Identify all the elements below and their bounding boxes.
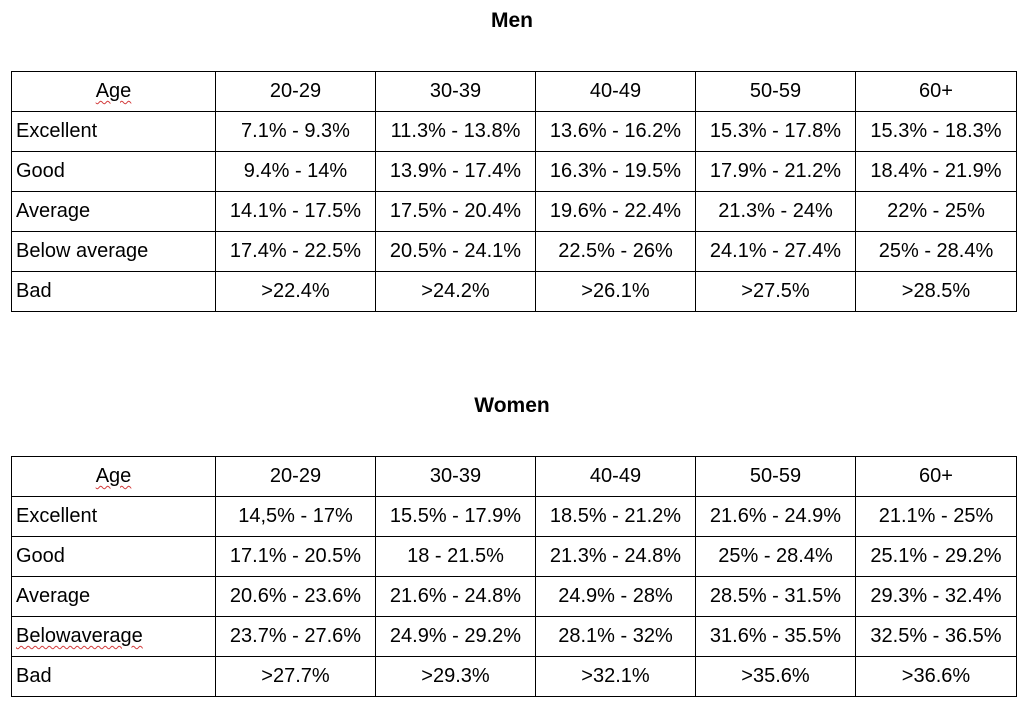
header-age-label: Age [95,80,132,102]
table-cell: 28.1% - 32% [535,616,696,657]
table-cell: >32.1% [535,656,696,697]
table-cell: >27.5% [695,271,856,312]
table-cell: >29.3% [375,656,536,697]
men-body-fat-table: Age 20-29 30-39 40-49 50-59 60+ Excellen… [11,71,1017,312]
table-cell: 22% - 25% [855,191,1017,232]
row-label: Excellent [11,111,216,152]
table-cell: 18.4% - 21.9% [855,151,1017,192]
table-cell: >36.6% [855,656,1017,697]
women-table-title: Women [474,394,550,417]
table-cell: 18 - 21.5% [375,536,536,577]
row-label: Excellent [11,496,216,537]
table-cell: >35.6% [695,656,856,697]
table-row: Belowaverage 23.7% - 27.6% 24.9% - 29.2%… [11,616,1017,657]
table-cell: 17.5% - 20.4% [375,191,536,232]
table-cell: >24.2% [375,271,536,312]
table-cell: 13.6% - 16.2% [535,111,696,152]
table-cell: 18.5% - 21.2% [535,496,696,537]
row-label: Bad [11,271,216,312]
table-row: Average 14.1% - 17.5% 17.5% - 20.4% 19.6… [11,191,1017,232]
table-cell: 14.1% - 17.5% [215,191,376,232]
table-cell: 15.5% - 17.9% [375,496,536,537]
header-cell: 50-59 [695,71,856,112]
table-row: Bad >22.4% >24.2% >26.1% >27.5% >28.5% [11,271,1017,312]
table-cell: 15.3% - 17.8% [695,111,856,152]
header-cell: 40-49 [535,71,696,112]
table-cell: 13.9% - 17.4% [375,151,536,192]
table-cell: 21.3% - 24% [695,191,856,232]
header-age-label: Age [95,465,132,487]
table-cell: 15.3% - 18.3% [855,111,1017,152]
table-cell: 11.3% - 13.8% [375,111,536,152]
table-row: Excellent 14,5% - 17% 15.5% - 17.9% 18.5… [11,496,1017,537]
table-cell: 17.9% - 21.2% [695,151,856,192]
header-cell: 60+ [855,456,1017,497]
table-cell: 16.3% - 19.5% [535,151,696,192]
table-row: Bad >27.7% >29.3% >32.1% >35.6% >36.6% [11,656,1017,697]
row-label: Good [11,536,216,577]
men-table-title: Men [491,9,533,32]
row-label-text: Belowaverage [16,625,143,647]
table-cell: 14,5% - 17% [215,496,376,537]
table-cell: 21.6% - 24.9% [695,496,856,537]
header-cell: 60+ [855,71,1017,112]
table-cell: >22.4% [215,271,376,312]
header-cell: 30-39 [375,456,536,497]
table-cell: 25% - 28.4% [855,231,1017,272]
table-cell: 24.9% - 28% [535,576,696,617]
table-cell: >28.5% [855,271,1017,312]
table-cell: >27.7% [215,656,376,697]
table-cell: 21.1% - 25% [855,496,1017,537]
table-cell: 24.9% - 29.2% [375,616,536,657]
table-cell: 20.5% - 24.1% [375,231,536,272]
table-cell: 20.6% - 23.6% [215,576,376,617]
table-cell: 19.6% - 22.4% [535,191,696,232]
table-cell: 23.7% - 27.6% [215,616,376,657]
header-cell: 40-49 [535,456,696,497]
header-cell-age: Age [11,71,216,112]
table-cell: 25% - 28.4% [695,536,856,577]
header-cell: 20-29 [215,456,376,497]
table-cell: 17.4% - 22.5% [215,231,376,272]
table-cell: 25.1% - 29.2% [855,536,1017,577]
table-row: Good 9.4% - 14% 13.9% - 17.4% 16.3% - 19… [11,151,1017,192]
row-label: Good [11,151,216,192]
table-cell: 21.6% - 24.8% [375,576,536,617]
table-header-row: Age 20-29 30-39 40-49 50-59 60+ [11,456,1017,497]
table-cell: 29.3% - 32.4% [855,576,1017,617]
header-cell: 30-39 [375,71,536,112]
table-cell: 17.1% - 20.5% [215,536,376,577]
table-cell: 7.1% - 9.3% [215,111,376,152]
table-cell: 9.4% - 14% [215,151,376,192]
row-label: Belowaverage [11,616,216,657]
table-row: Good 17.1% - 20.5% 18 - 21.5% 21.3% - 24… [11,536,1017,577]
row-label: Below average [11,231,216,272]
table-cell: 32.5% - 36.5% [855,616,1017,657]
table-header-row: Age 20-29 30-39 40-49 50-59 60+ [11,71,1017,112]
table-cell: 28.5% - 31.5% [695,576,856,617]
row-label: Average [11,191,216,232]
table-cell: >26.1% [535,271,696,312]
table-cell: 31.6% - 35.5% [695,616,856,657]
header-cell: 50-59 [695,456,856,497]
table-cell: 21.3% - 24.8% [535,536,696,577]
table-row: Average 20.6% - 23.6% 21.6% - 24.8% 24.9… [11,576,1017,617]
row-label: Bad [11,656,216,697]
table-row: Excellent 7.1% - 9.3% 11.3% - 13.8% 13.6… [11,111,1017,152]
header-cell: 20-29 [215,71,376,112]
header-cell-age: Age [11,456,216,497]
women-body-fat-table: Age 20-29 30-39 40-49 50-59 60+ Excellen… [11,456,1017,697]
table-row: Below average 17.4% - 22.5% 20.5% - 24.1… [11,231,1017,272]
row-label: Average [11,576,216,617]
table-cell: 22.5% - 26% [535,231,696,272]
table-cell: 24.1% - 27.4% [695,231,856,272]
